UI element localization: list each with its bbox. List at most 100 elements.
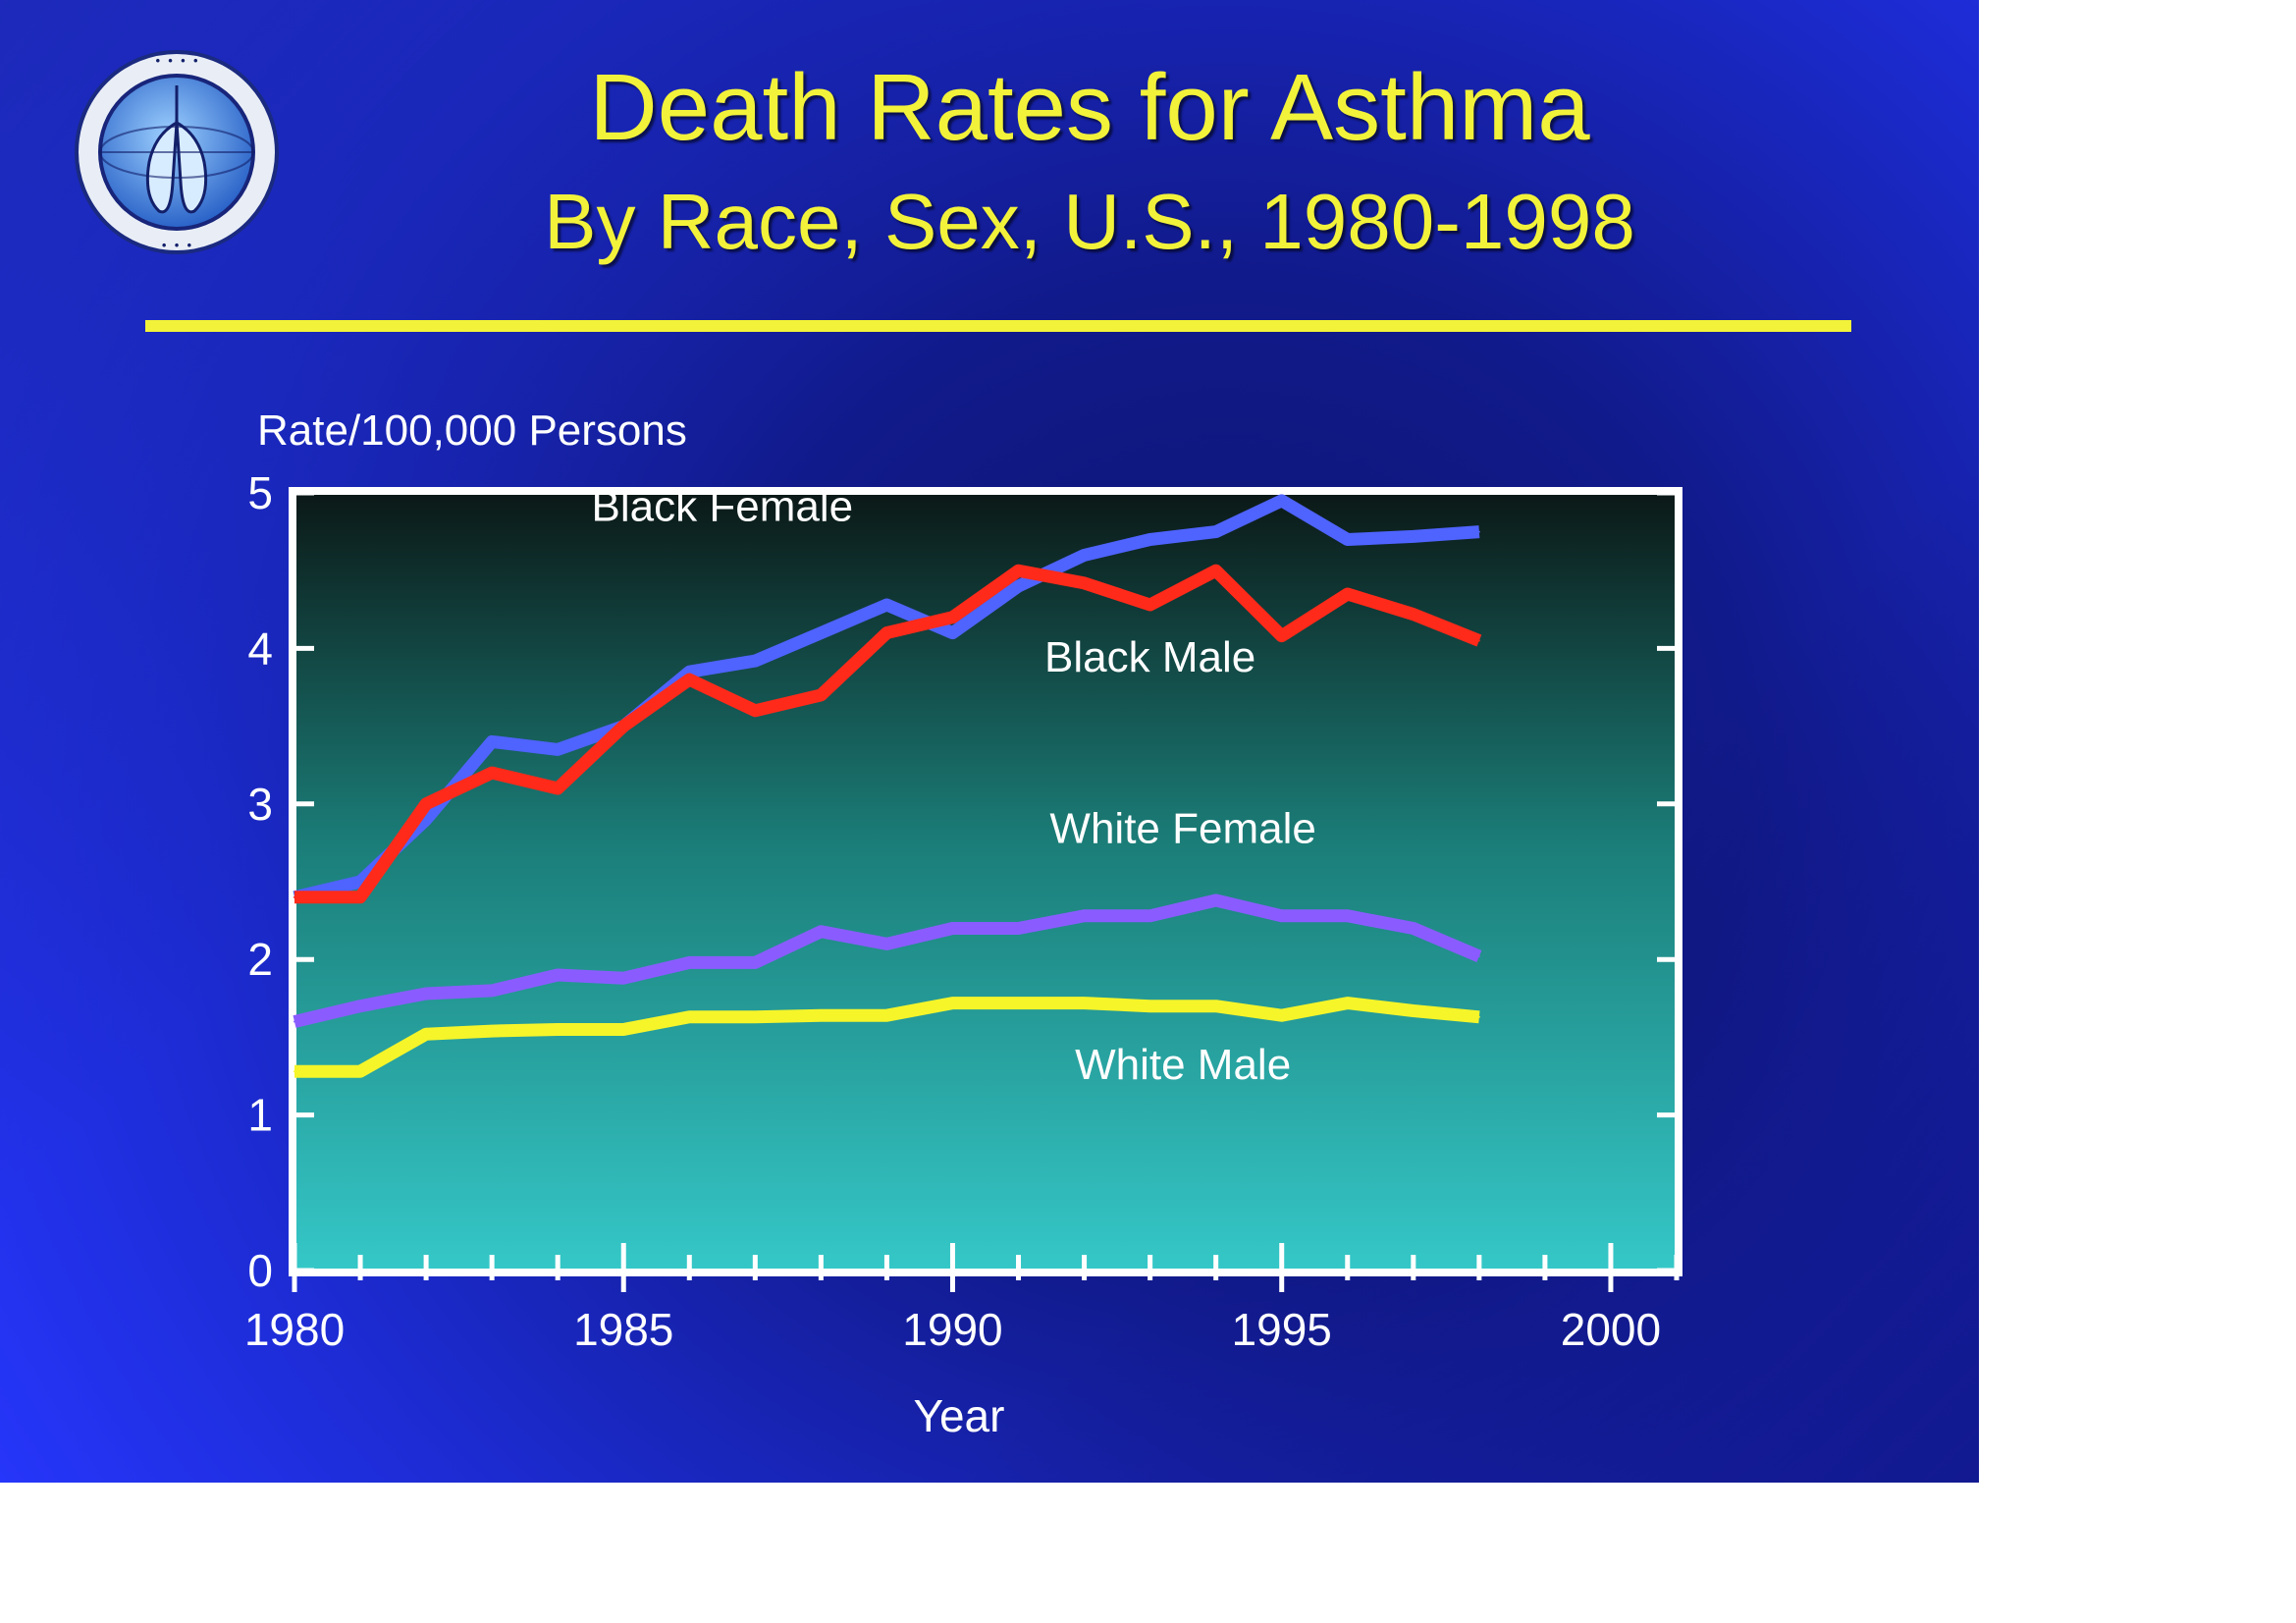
white-female-point [885, 943, 888, 946]
svg-text:· · ·: · · · [160, 233, 192, 257]
black-female-point [688, 671, 691, 674]
plot-area [289, 487, 1682, 1276]
black-female-point [951, 631, 954, 634]
slide: · · · · · · · Death Rates for Asthma By … [0, 0, 1979, 1483]
x-tick-label: 2000 [1561, 1304, 1661, 1355]
y-axis-label: Rate/100,000 Persons [257, 406, 687, 455]
black-female-point [557, 748, 560, 751]
y-tick-label: 4 [247, 622, 273, 674]
white-male-point [557, 1028, 560, 1031]
white-male-point [1083, 1001, 1086, 1004]
white-female-point [688, 961, 691, 964]
y-tick-label: 1 [247, 1090, 273, 1141]
black-male-point [820, 693, 823, 696]
black-male-point [1083, 581, 1086, 584]
black-male-point [294, 895, 295, 898]
black-female-label: Black Female [592, 483, 854, 531]
black-male-point [557, 786, 560, 789]
x-tick-label: 1985 [573, 1304, 673, 1355]
white-male-point [1017, 1001, 1020, 1004]
black-female-point [1214, 530, 1217, 533]
black-male-point [1346, 592, 1349, 595]
black-female-point [425, 818, 428, 821]
black-male-point [491, 772, 494, 775]
black-male-point [754, 709, 757, 712]
white-female-point [1083, 914, 1086, 917]
white-male-point [951, 1001, 954, 1004]
white-female-point [1017, 927, 1020, 930]
white-male-point [491, 1030, 494, 1033]
white-female-point [359, 1004, 362, 1007]
x-axis-label: Year [914, 1390, 1005, 1441]
white-male-point [1346, 1001, 1349, 1004]
svg-text:· · · ·: · · · · [154, 48, 199, 73]
black-female-point [1346, 538, 1349, 541]
white-female-point [557, 974, 560, 977]
white-male-point [820, 1014, 823, 1017]
white-male-point [425, 1033, 428, 1036]
black-female-point [820, 631, 823, 634]
x-tick-label: 1980 [244, 1304, 345, 1355]
y-tick-label: 0 [247, 1245, 273, 1296]
white-female-point [1346, 914, 1349, 917]
white-female-point [1214, 899, 1217, 902]
black-male-point [1214, 569, 1217, 572]
white-female-point [1412, 927, 1415, 930]
asthma-death-rate-chart: Rate/100,000 Persons Year 0 1 2 3 4 5 1980 1985… [244, 406, 1682, 1441]
black-male-point [359, 895, 362, 898]
white-female-label: White Female [1049, 804, 1315, 852]
white-female-point [1477, 955, 1480, 958]
black-male-point [1017, 569, 1020, 572]
black-male-point [951, 616, 954, 619]
black-male-point [1477, 639, 1480, 642]
y-tick-label: 2 [247, 934, 273, 985]
white-female-point [1280, 914, 1283, 917]
white-female-point [754, 961, 757, 964]
white-male-point [688, 1015, 691, 1018]
white-female-point [1148, 914, 1151, 917]
black-male-label: Black Male [1044, 633, 1255, 681]
y-tick-label: 5 [247, 467, 273, 518]
white-female-point [425, 993, 428, 996]
black-female-point [1412, 535, 1415, 538]
black-male-point [1412, 613, 1415, 616]
x-tick-label: 1990 [902, 1304, 1002, 1355]
x-tick-label: 1995 [1232, 1304, 1332, 1355]
white-male-label: White Male [1075, 1041, 1291, 1089]
black-male-point [1148, 604, 1151, 607]
national-institutes-asthma-logo: · · · · · · · [75, 48, 279, 257]
white-male-point [1412, 1009, 1415, 1012]
white-male-point [1477, 1015, 1480, 1018]
white-female-point [491, 989, 494, 992]
white-male-point [359, 1070, 362, 1073]
black-female-point [359, 881, 362, 883]
white-male-point [294, 1070, 295, 1073]
black-female-point [1477, 530, 1480, 533]
white-male-point [1214, 1004, 1217, 1007]
black-male-point [425, 802, 428, 805]
black-male-point [1280, 634, 1283, 637]
white-male-point [885, 1014, 888, 1017]
white-female-point [294, 1020, 295, 1023]
black-male-point [622, 725, 625, 728]
white-female-point [951, 927, 954, 930]
black-female-point [754, 660, 757, 663]
black-female-point [885, 604, 888, 607]
white-male-point [1148, 1004, 1151, 1007]
black-female-point [1017, 585, 1020, 588]
slide-subtitle: By Race, Sex, U.S., 1980-1998 [544, 178, 1635, 265]
white-male-point [622, 1028, 625, 1031]
white-female-point [820, 930, 823, 933]
title-divider [145, 320, 1851, 332]
black-female-point [1148, 538, 1151, 541]
black-female-point [1280, 499, 1283, 502]
white-female-point [622, 977, 625, 980]
black-male-point [688, 678, 691, 681]
black-male-point [885, 631, 888, 634]
white-male-point [1280, 1014, 1283, 1017]
black-female-point [1083, 554, 1086, 557]
white-male-point [754, 1015, 757, 1018]
slide-title: Death Rates for Asthma [589, 55, 1590, 160]
y-tick-label: 3 [247, 779, 273, 830]
black-female-point [491, 740, 494, 743]
